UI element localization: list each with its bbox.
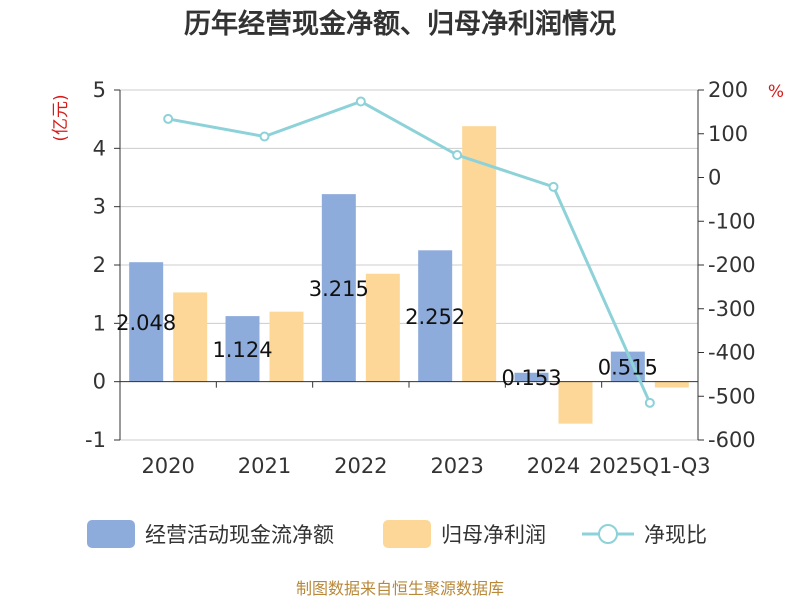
ratio-point <box>452 150 463 161</box>
right-axis-tick-label: -400 <box>708 341 756 365</box>
left-axis-tick-label: 4 <box>93 136 106 160</box>
ratio-point <box>355 96 366 107</box>
legend-swatch-ratio-marker <box>598 524 618 544</box>
left-axis-tick-label: 1 <box>93 311 106 335</box>
left-axis-tick-label: 3 <box>93 195 106 219</box>
bar-cash-flow <box>418 250 453 382</box>
bar-cash-flow <box>514 372 549 382</box>
axes: -1 0 1 2 3 4 5 -600 -500 -400 -300 -200 -100 0 100 200 2… <box>85 78 756 478</box>
x-axis-tick-label: 2023 <box>430 454 483 478</box>
bar-cash-flow <box>129 262 164 382</box>
legend-label-net-profit: 归母净利润 <box>441 523 546 547</box>
ratio-point <box>644 397 655 408</box>
left-axis-tick-label: -1 <box>85 428 106 452</box>
bar-net-profit <box>365 273 400 382</box>
left-axis-tick-label: 2 <box>93 253 106 277</box>
right-axis-tick-label: 100 <box>708 122 748 146</box>
right-axis-tick-label: -300 <box>708 297 756 321</box>
left-axis-tick-label: 5 <box>93 78 106 102</box>
legend-label-cash-flow: 经营活动现金流净额 <box>145 523 334 547</box>
bar-net-profit <box>462 126 497 382</box>
right-axis-unit: % <box>768 82 784 102</box>
x-axis-tick-label: 2021 <box>238 454 291 478</box>
bar-net-profit <box>654 381 689 388</box>
right-axis-tick-label: -600 <box>708 428 756 452</box>
right-axis-tick-label: 0 <box>708 166 721 190</box>
right-axis-tick-label: -200 <box>708 253 756 277</box>
bar-value-label: 0.153 <box>501 366 561 390</box>
legend-swatch-net-profit <box>383 520 431 548</box>
right-axis-tick-label: -500 <box>708 384 756 408</box>
x-axis-tick-label: 2020 <box>141 454 194 478</box>
bars <box>129 126 689 424</box>
bar-value-label: 2.252 <box>405 305 465 329</box>
legend-swatch-cash-flow <box>87 520 135 548</box>
legend-label-ratio: 净现比 <box>644 523 707 547</box>
x-axis-tick-label: 2024 <box>527 454 580 478</box>
bar-cash-flow <box>321 194 356 382</box>
ratio-point <box>259 131 270 142</box>
ratio-point <box>548 181 559 192</box>
left-axis-tick-label: 0 <box>93 370 106 394</box>
bar-net-profit <box>269 311 304 382</box>
right-axis-tick-label: 200 <box>708 78 748 102</box>
bar-value-label: 2.048 <box>116 311 176 335</box>
bar-net-profit <box>173 292 208 382</box>
chart-title: 历年经营现金净额、归母净利润情况 <box>184 8 616 40</box>
bar-value-label: 1.124 <box>212 338 272 362</box>
gridlines <box>120 89 698 441</box>
ratio-polyline <box>167 99 652 404</box>
bar-net-profit <box>558 381 593 424</box>
bar-cash-flow <box>225 316 260 382</box>
x-axis-tick-label: 2022 <box>334 454 387 478</box>
x-axis-tick-label: 2025Q1-Q3 <box>589 454 711 478</box>
ratio-point <box>163 113 174 124</box>
data-labels: 2.048 1.124 3.215 2.252 0.153 0.515 <box>116 277 658 390</box>
left-axis-unit: (亿元) <box>51 94 71 141</box>
bar-value-label: 0.515 <box>598 356 658 380</box>
right-axis-tick-label: -100 <box>708 209 756 233</box>
legend: 经营活动现金流净额 归母净利润 净现比 <box>87 520 707 548</box>
ratio-line <box>163 96 655 408</box>
source-note: 制图数据来自恒生聚源数据库 <box>296 579 504 598</box>
bar-value-label: 3.215 <box>309 277 369 301</box>
